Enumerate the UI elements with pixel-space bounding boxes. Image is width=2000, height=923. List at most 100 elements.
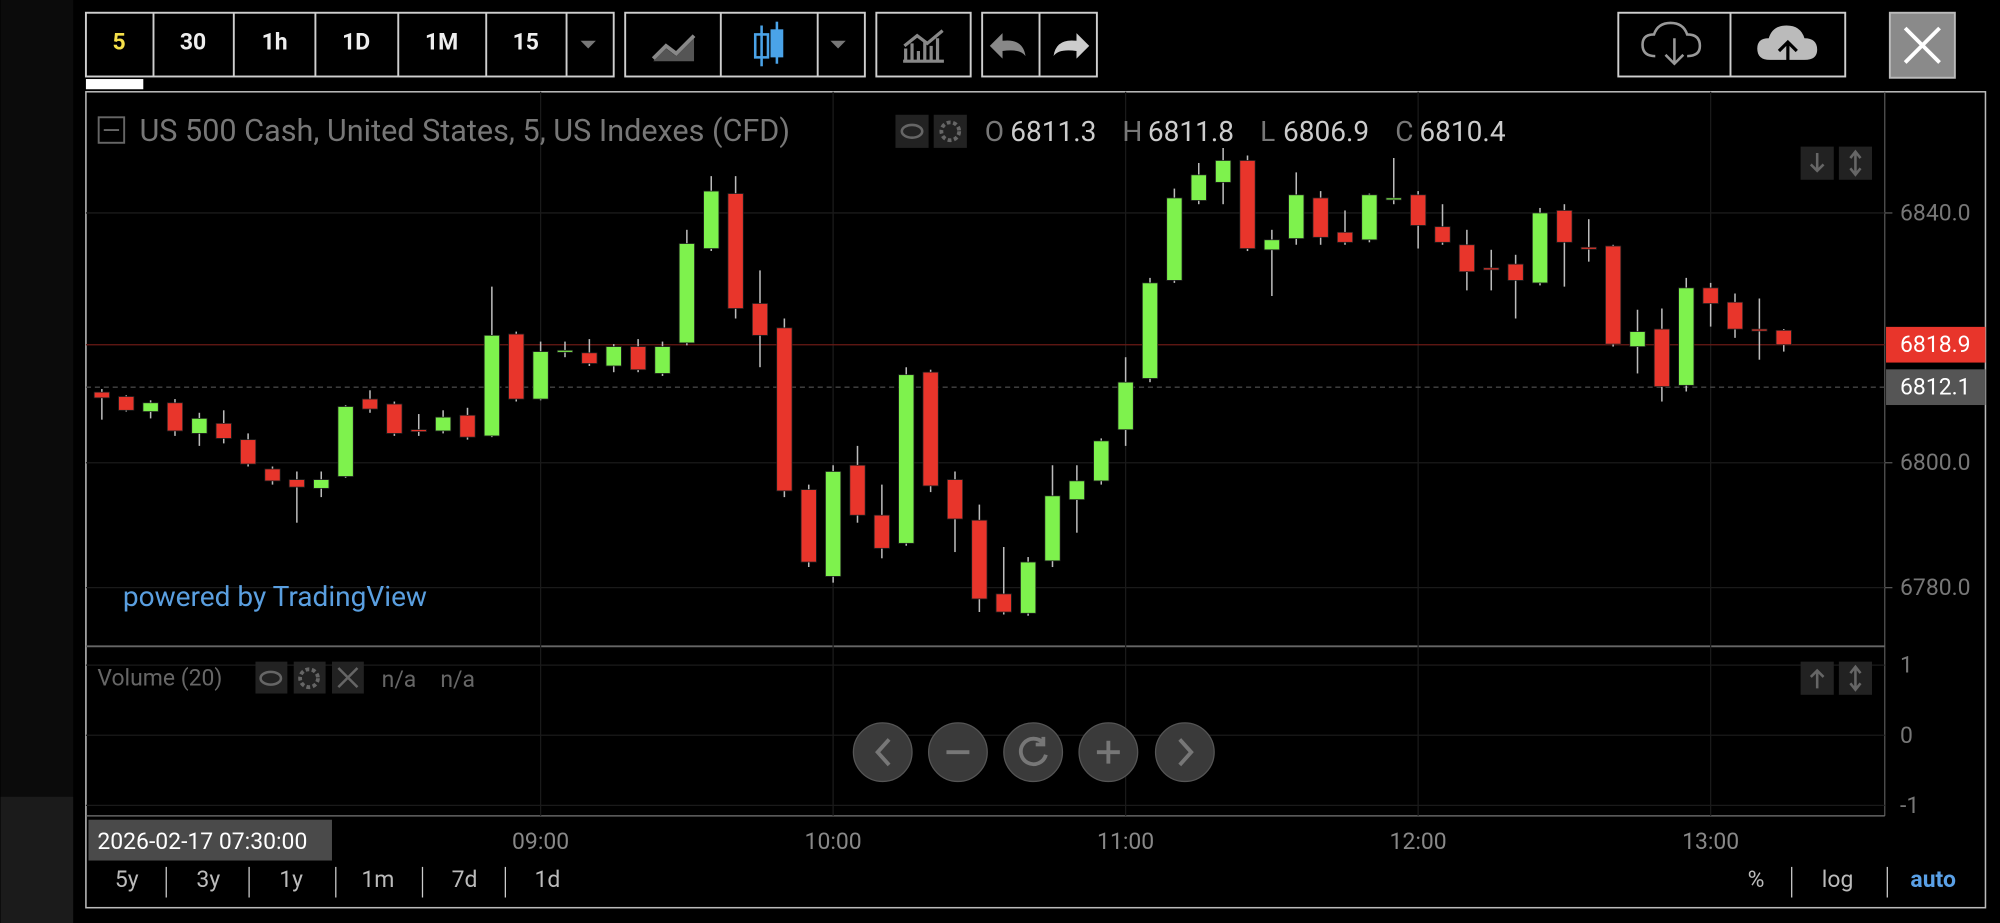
y-tick-label: 0 bbox=[1900, 722, 1913, 749]
nav-icon bbox=[1178, 738, 1194, 767]
indicators-button[interactable] bbox=[875, 11, 972, 78]
crosshair-date-box bbox=[88, 819, 332, 861]
candle-body bbox=[1605, 245, 1622, 345]
left-strip-lower bbox=[0, 796, 74, 923]
candle-body bbox=[630, 346, 647, 371]
candle-body bbox=[386, 403, 403, 434]
volume-title: Volume (20) bbox=[97, 665, 222, 692]
candle-body bbox=[922, 371, 939, 487]
collapse-icon[interactable] bbox=[97, 116, 126, 144]
nav-button[interactable] bbox=[852, 722, 913, 783]
candle-body bbox=[191, 418, 208, 434]
candle-body bbox=[264, 468, 281, 482]
redo-icon[interactable] bbox=[1053, 33, 1090, 59]
eye-button[interactable] bbox=[895, 114, 929, 148]
interval-button[interactable]: 1M bbox=[425, 29, 458, 56]
eye-icon bbox=[259, 670, 283, 686]
scale-button[interactable]: auto bbox=[1910, 866, 1956, 893]
range-button[interactable]: 1m bbox=[361, 866, 394, 893]
candle-body bbox=[118, 396, 135, 411]
candle-body bbox=[166, 402, 184, 432]
candle-body bbox=[1410, 194, 1427, 226]
download-icon[interactable] bbox=[1641, 21, 1702, 66]
candle-body bbox=[1702, 287, 1719, 304]
candle-body bbox=[1580, 246, 1597, 250]
candle-body bbox=[995, 593, 1012, 613]
icon-part bbox=[753, 33, 770, 59]
candle-body bbox=[1068, 480, 1085, 500]
crosshair-date: 2026-02-17 07:30:00 bbox=[97, 828, 307, 855]
candle-body bbox=[410, 429, 427, 432]
range-button[interactable]: 1y bbox=[279, 866, 303, 893]
candle-body bbox=[240, 439, 257, 465]
y-tick-label: -1 bbox=[1900, 792, 1919, 819]
upload-arrow bbox=[1777, 39, 1798, 62]
line-chart-icon[interactable] bbox=[651, 34, 696, 60]
candle-body bbox=[508, 333, 525, 400]
candle-body bbox=[1556, 210, 1573, 243]
interval-button[interactable]: 30 bbox=[180, 29, 206, 56]
candle-body bbox=[361, 398, 379, 410]
candle-body bbox=[751, 303, 769, 336]
candle-body bbox=[703, 190, 720, 249]
interval-button[interactable]: 15 bbox=[513, 29, 539, 56]
chart-type-dropdown[interactable] bbox=[830, 40, 846, 49]
toolbar-frames bbox=[84, 11, 1847, 78]
candle-body bbox=[142, 402, 159, 412]
candle-body bbox=[800, 489, 817, 563]
x-tick-label: 13:00 bbox=[1682, 828, 1739, 855]
candle-body bbox=[459, 414, 476, 438]
watermark: powered by TradingView bbox=[123, 580, 427, 613]
range-button[interactable]: 3y bbox=[196, 866, 220, 893]
scale-button[interactable]: log bbox=[1822, 866, 1854, 893]
interval-button[interactable]: 1D bbox=[342, 29, 370, 56]
candle-body bbox=[1239, 160, 1256, 249]
candle-body bbox=[1385, 197, 1402, 201]
gear-icon bbox=[298, 667, 320, 690]
candle-body bbox=[1263, 239, 1280, 251]
interval-dropdown[interactable] bbox=[580, 40, 596, 49]
settings-button[interactable] bbox=[933, 114, 967, 148]
candle-body bbox=[946, 479, 964, 520]
price-label-box bbox=[1886, 369, 1986, 406]
interval-button[interactable]: 5 bbox=[112, 29, 125, 56]
chart-title: US 500 Cash, United States, 5, US Indexe… bbox=[139, 114, 790, 149]
scroll-tab[interactable] bbox=[85, 79, 144, 90]
range-button[interactable]: 1d bbox=[535, 866, 561, 893]
candle-icon[interactable] bbox=[753, 21, 784, 67]
scale-button[interactable]: % bbox=[1748, 866, 1765, 893]
candle-body bbox=[581, 352, 598, 364]
arrow-icons bbox=[1809, 149, 1862, 177]
interval-button[interactable]: 1h bbox=[262, 29, 288, 56]
range-button[interactable]: 7d bbox=[452, 866, 478, 893]
ohlc-key: L bbox=[1260, 115, 1275, 148]
candle-body bbox=[1653, 328, 1670, 387]
plot bbox=[93, 147, 1792, 616]
eye-icon bbox=[900, 123, 924, 139]
candle-body bbox=[556, 349, 574, 353]
price-label: 6818.9 bbox=[1900, 331, 1971, 358]
candle-body bbox=[1629, 331, 1646, 347]
nav-button[interactable] bbox=[1003, 722, 1064, 783]
range-button[interactable]: 5y bbox=[115, 866, 139, 893]
candle-body bbox=[483, 334, 500, 437]
bottom-bar: 5y 3y 1y 1m 7d 1d% log auto bbox=[115, 866, 1956, 898]
candle-body bbox=[313, 479, 330, 489]
candle-body bbox=[971, 519, 988, 600]
left-strip bbox=[0, 0, 74, 923]
icon-part bbox=[770, 29, 784, 58]
ohlc-value: 6810.4 bbox=[1419, 115, 1505, 148]
nav-icon bbox=[1096, 740, 1120, 764]
undo-icon[interactable] bbox=[989, 33, 1026, 59]
candle-body bbox=[1361, 194, 1378, 241]
nav-button[interactable] bbox=[1154, 722, 1215, 783]
indicators-icon bbox=[903, 29, 944, 63]
candle-body bbox=[898, 374, 915, 544]
nav-icon bbox=[875, 738, 891, 767]
candle-body bbox=[93, 391, 110, 399]
candle-body bbox=[532, 351, 549, 400]
y-tick-label: 1 bbox=[1900, 652, 1913, 679]
grid bbox=[85, 91, 1893, 816]
